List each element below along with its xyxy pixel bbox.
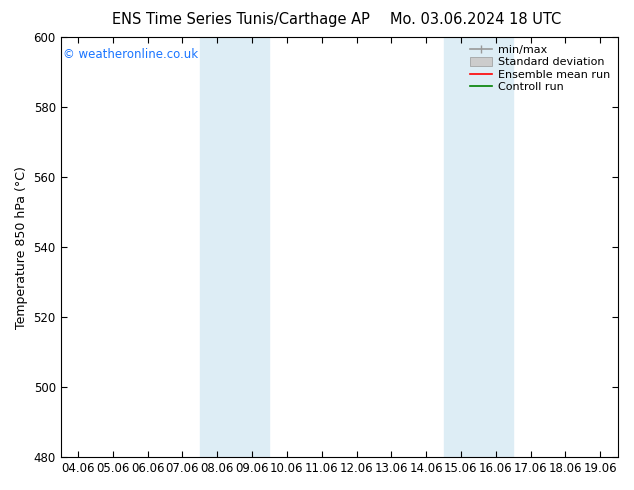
Text: ENS Time Series Tunis/Carthage AP: ENS Time Series Tunis/Carthage AP — [112, 12, 370, 27]
Legend: min/max, Standard deviation, Ensemble mean run, Controll run: min/max, Standard deviation, Ensemble me… — [467, 43, 612, 94]
Text: Mo. 03.06.2024 18 UTC: Mo. 03.06.2024 18 UTC — [390, 12, 561, 27]
Bar — [444, 37, 513, 457]
Y-axis label: Temperature 850 hPa (°C): Temperature 850 hPa (°C) — [15, 166, 28, 329]
Bar — [200, 37, 269, 457]
Text: © weatheronline.co.uk: © weatheronline.co.uk — [63, 48, 198, 61]
